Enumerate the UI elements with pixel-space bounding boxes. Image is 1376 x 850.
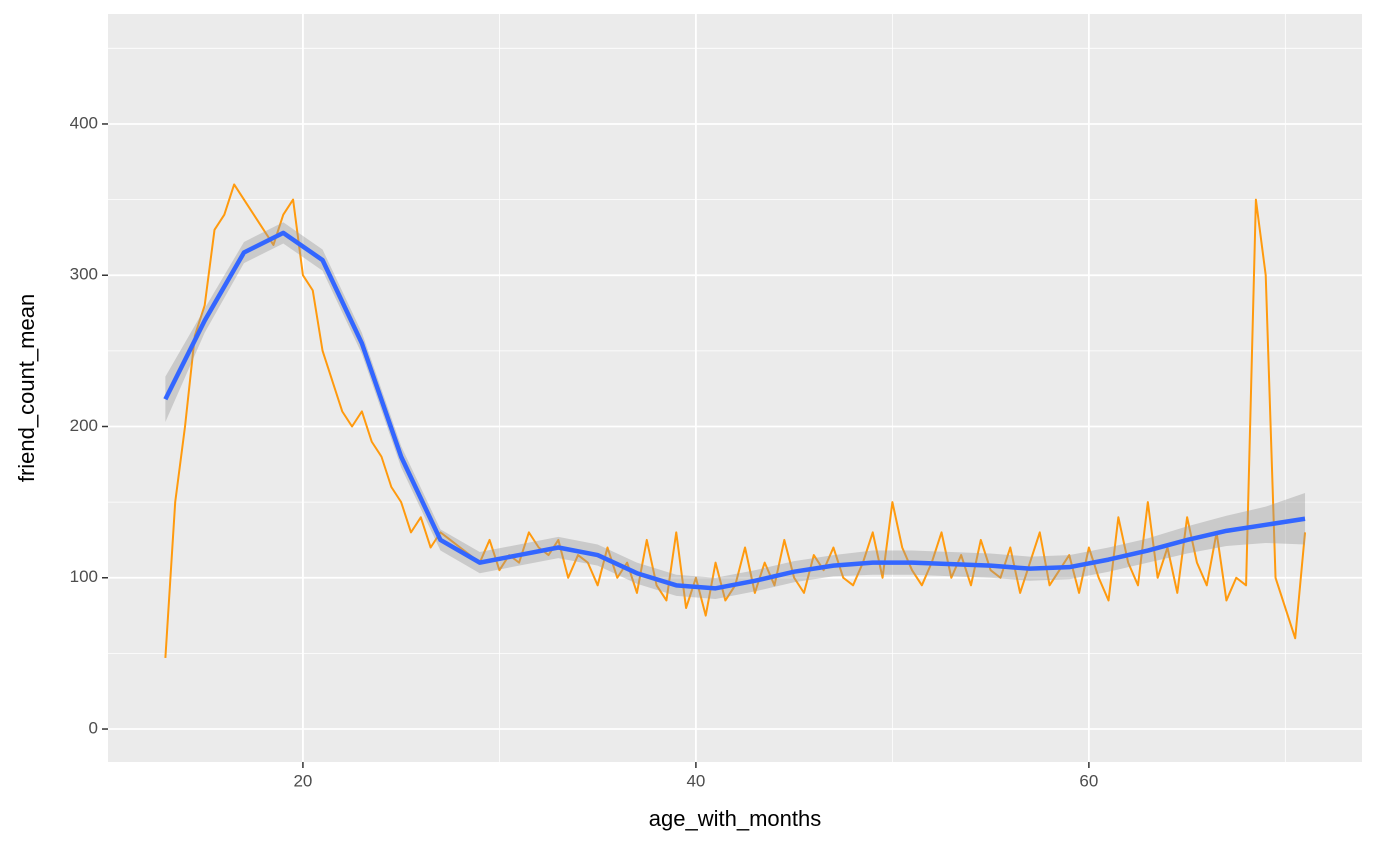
y-axis-title: friend_count_mean [14, 294, 39, 482]
plot-panel [108, 14, 1362, 762]
x-tick-label: 20 [293, 771, 312, 790]
smooth-line [163, 230, 1306, 591]
y-tick-label: 100 [70, 567, 98, 586]
x-axis-title: age_with_months [649, 806, 821, 831]
y-tick-label: 200 [70, 416, 98, 435]
x-tick-label: 40 [686, 771, 705, 790]
y-tick-label: 0 [89, 719, 98, 738]
y-tick-label: 400 [70, 113, 98, 132]
x-tick-label: 60 [1079, 771, 1098, 790]
y-tick-label: 300 [70, 265, 98, 284]
